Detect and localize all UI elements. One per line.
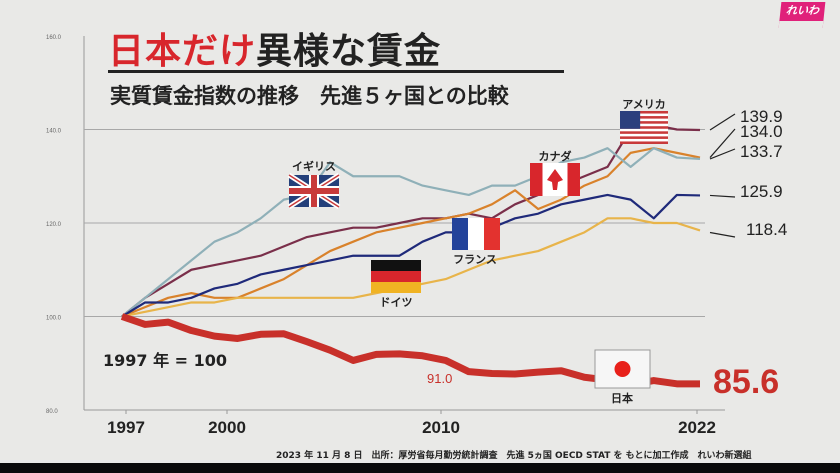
flag-0 (620, 111, 668, 144)
pointer-arrow (709, 148, 736, 160)
page-title: 日本だけ異様な賃金 (108, 22, 441, 74)
base-year-note: 1997 年 = 100 (103, 351, 228, 370)
japan-end-value: 85.6 (713, 363, 779, 401)
y-tick-label: 140.0 (46, 129, 62, 135)
france-flag-icon (452, 218, 468, 250)
series-line-3 (121, 193, 701, 318)
japan-mid-value: 91.0 (427, 371, 452, 386)
flag-stripe (620, 141, 668, 144)
flag-band (468, 218, 484, 250)
flag-stripe (620, 126, 668, 129)
hinomaru (614, 361, 631, 377)
flag-band (371, 271, 421, 282)
end-value-label: 125.9 (740, 182, 783, 201)
flag-band (484, 218, 500, 250)
source-footer: 2023 年 11 月 8 日 出所：厚労省毎月勤労統計調査 先進 5ヵ国 OE… (276, 451, 752, 461)
title-red: 日本だけ (108, 31, 257, 72)
flag-4 (371, 260, 421, 293)
flag-5 (594, 349, 651, 389)
series-line-1 (121, 147, 701, 318)
flag-stripe (620, 131, 668, 134)
pointer-arrow (709, 231, 736, 238)
pointer-arrow (709, 128, 736, 158)
germany-flag-icon (371, 260, 421, 271)
title-black: 異様な賃金 (256, 31, 442, 72)
flag-stripe (620, 116, 668, 119)
subtitle: 実質賃金指数の推移 先進５ヶ国との比較 (110, 84, 509, 108)
y-tick-label: 160.0 (46, 35, 62, 41)
flag-cross (289, 188, 339, 194)
x-tick-label: 2000 (208, 418, 246, 437)
flag-stripe (620, 111, 668, 114)
y-tick-label: 100.0 (46, 316, 62, 322)
flag-stripe (620, 121, 668, 124)
flag-2 (287, 172, 341, 210)
flag-canton (620, 111, 641, 129)
reiwa-logo: れいわ (778, 2, 826, 28)
end-value-label: 118.4 (746, 220, 787, 239)
x-tick-label: 1997 (107, 418, 145, 437)
bottom-bar (0, 463, 840, 473)
country-label: アメリカ (622, 98, 665, 111)
country-label: イギリス (292, 159, 336, 173)
flag-1 (530, 163, 580, 196)
series-line-0 (121, 123, 701, 318)
pointer-arrow (709, 194, 736, 198)
title-divider (108, 70, 564, 73)
flag-3 (452, 218, 500, 250)
y-tick-label: 120.0 (46, 222, 62, 228)
x-tick-label: 2010 (422, 418, 460, 437)
flag-band (530, 163, 543, 196)
flag-stripe (620, 136, 668, 139)
end-value-label: 133.7 (740, 142, 783, 161)
pointer-arrow (709, 113, 736, 131)
series-line-2 (121, 147, 701, 318)
x-tick-label: 2022 (678, 418, 716, 437)
maple-leaf-icon (547, 169, 563, 190)
country-label: 日本 (611, 391, 633, 405)
flag-band (371, 282, 421, 293)
end-value-label: 134.0 (740, 122, 783, 141)
country-label: フランス (453, 253, 497, 266)
flag-band (567, 163, 580, 196)
end-value-label: 139.9 (740, 107, 783, 126)
y-tick-label: 80.0 (46, 409, 58, 415)
logo-text: れいわ (785, 4, 820, 17)
country-label: カナダ (539, 149, 572, 163)
country-label: ドイツ (380, 296, 413, 309)
